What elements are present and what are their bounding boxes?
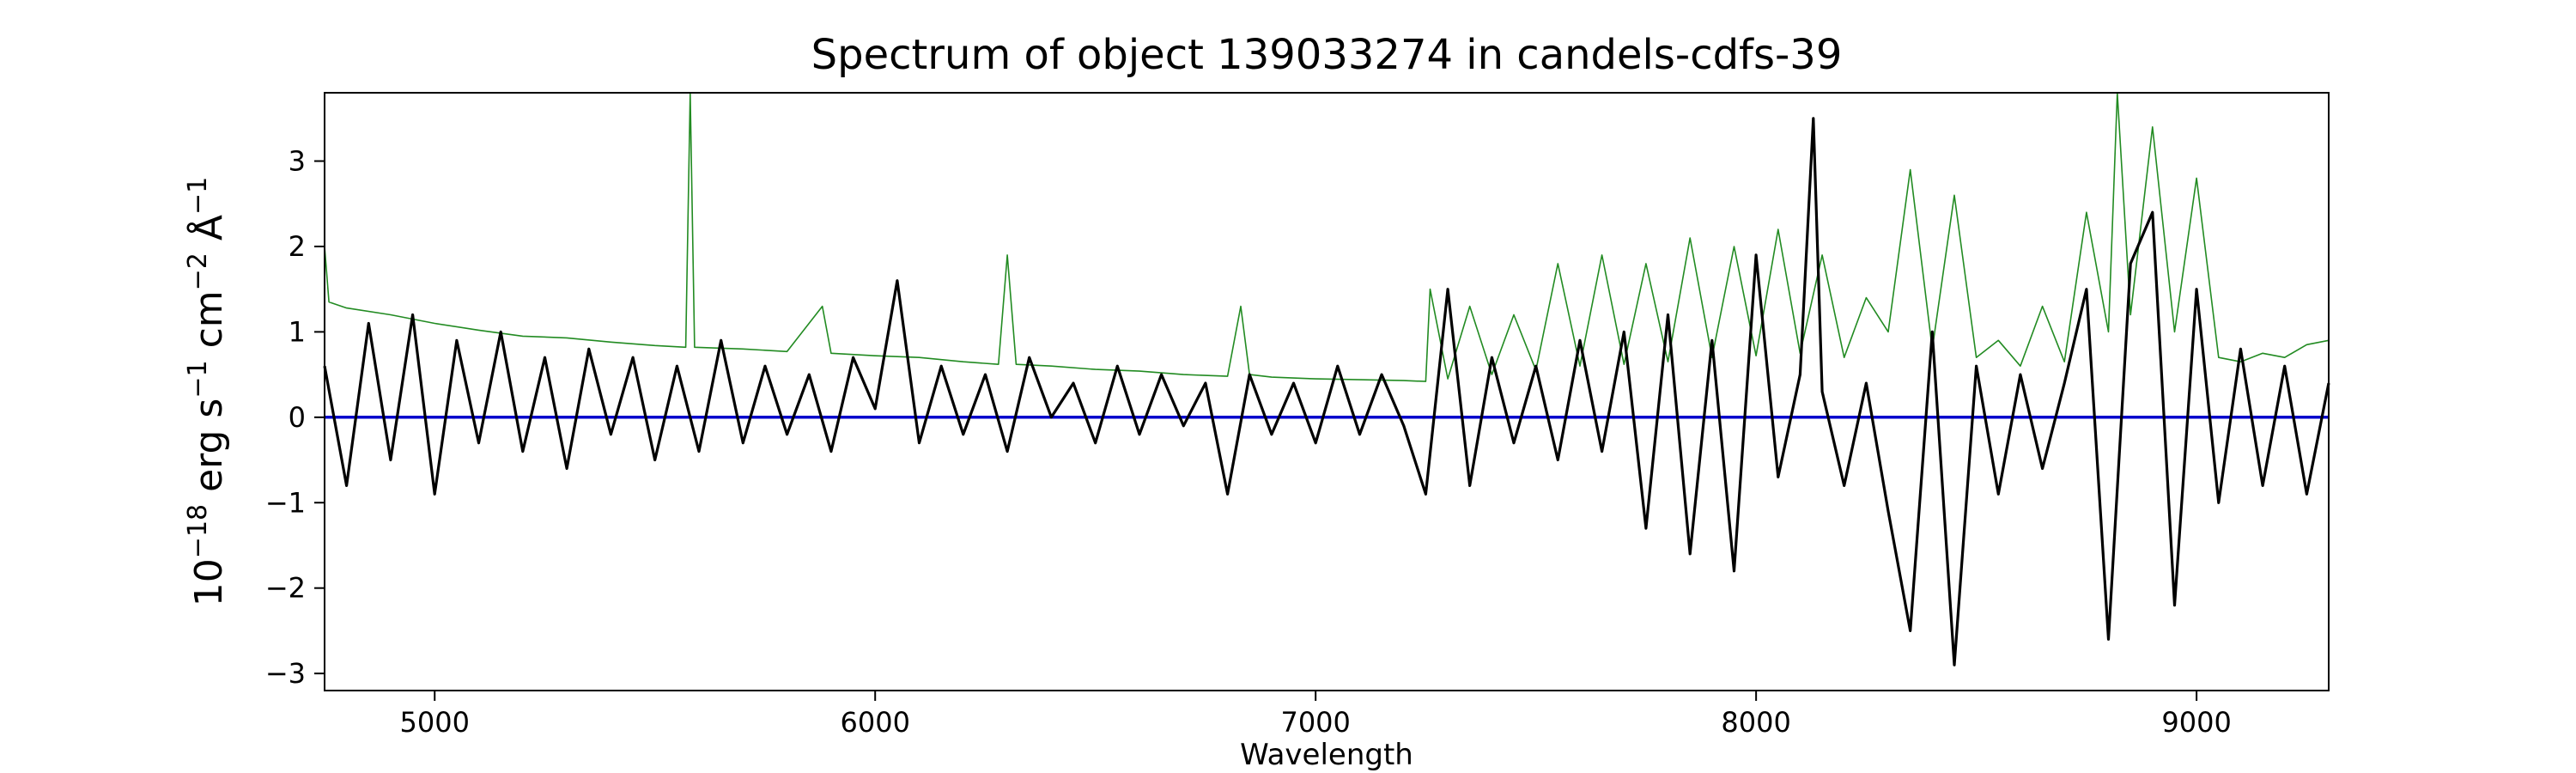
x-axis-label: Wavelength bbox=[1240, 738, 1413, 772]
y-axis-label-exp1: −1 bbox=[183, 360, 213, 398]
y-axis-ticks: −3 −2 −1 0 1 2 3 bbox=[265, 145, 325, 690]
y-axis-label-unit3: Å bbox=[185, 215, 231, 253]
x-tick-label: 6000 bbox=[840, 706, 909, 739]
y-axis-label-base: 10 bbox=[187, 558, 231, 606]
y-axis-label-unit2: cm bbox=[187, 290, 231, 360]
plot-background bbox=[325, 93, 2329, 691]
y-tick-label: −1 bbox=[265, 486, 306, 519]
y-tick-label: −3 bbox=[265, 657, 306, 690]
plot-frame bbox=[324, 92, 2330, 691]
y-axis-label-exp3: −1 bbox=[183, 177, 213, 215]
y-axis-label: 10−18 erg s−1 cm−2 Å−1 bbox=[183, 177, 231, 606]
y-axis-label-exp: −18 bbox=[183, 504, 213, 558]
y-tick-label: 3 bbox=[289, 145, 306, 178]
x-tick-label: 5000 bbox=[400, 706, 470, 739]
error-series-layer bbox=[324, 92, 2330, 382]
flux-series-layer bbox=[323, 117, 2330, 666]
y-axis-label-exp2: −2 bbox=[183, 253, 213, 290]
flux-series-line bbox=[323, 117, 2330, 666]
y-tick-label: 1 bbox=[289, 315, 306, 348]
x-tick-label: 7000 bbox=[1280, 706, 1350, 739]
y-tick-label: −2 bbox=[265, 572, 306, 605]
x-axis-ticks: 5000 6000 7000 8000 9000 bbox=[400, 691, 2232, 739]
y-tick-label: 2 bbox=[289, 230, 306, 263]
plot-area bbox=[323, 92, 2330, 691]
x-tick-label: 9000 bbox=[2161, 706, 2231, 739]
y-axis-label-unit1: erg s bbox=[187, 399, 231, 504]
x-tick-label: 8000 bbox=[1721, 706, 1790, 739]
y-tick-label: 0 bbox=[289, 401, 306, 434]
error-series-line bbox=[324, 92, 2330, 382]
chart-title: Spectrum of object 139033274 in candels-… bbox=[811, 31, 1843, 79]
